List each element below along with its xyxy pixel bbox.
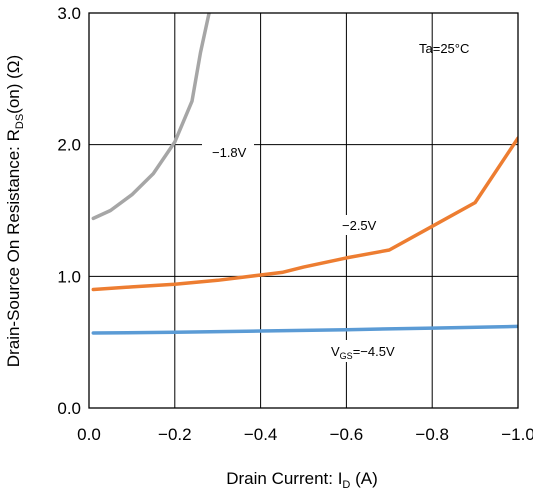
series-label-1-8v: −1.8V: [202, 142, 254, 162]
tick-labels: 0.0 −0.2 −0.4 −0.6 −0.8 −1.0 0.0 1.0 2.0 3.0: [57, 4, 533, 444]
y-axis-title: Drain-Source On Resistance: RDS(on) (Ω): [4, 55, 26, 367]
series-line-2: [91, 324, 518, 335]
grid: [89, 13, 518, 408]
x-tick-label: −0.8: [415, 425, 449, 444]
x-tick-label: −1.0: [501, 425, 533, 444]
x-tick-label: −0.6: [330, 425, 364, 444]
temperature-annotation: Ta=25°C: [419, 41, 469, 56]
y-tick-label: 3.0: [57, 4, 81, 23]
x-axis-title: Drain Current: ID (A): [226, 469, 378, 491]
plot-frame: [88, 12, 519, 409]
y-tick-label: 1.0: [57, 267, 81, 286]
series-label-vgs-4-5v: VGS=−4.5V: [326, 340, 408, 362]
y-tick-label: 0.0: [57, 399, 81, 418]
y-tick-label: 2.0: [57, 136, 81, 155]
x-tick-label: −0.4: [244, 425, 278, 444]
x-tick-label: 0.0: [77, 425, 101, 444]
svg-text:VGS=−4.5V: VGS=−4.5V: [331, 344, 395, 361]
series-layer: [91, 13, 518, 335]
svg-text:−2.5V: −2.5V: [342, 218, 377, 233]
series-label-2-5v: −2.5V: [334, 215, 384, 235]
series-line-0: [91, 13, 211, 221]
svg-text:−1.8V: −1.8V: [212, 145, 247, 160]
x-tick-label: −0.2: [158, 425, 192, 444]
series-line-1: [91, 136, 518, 292]
